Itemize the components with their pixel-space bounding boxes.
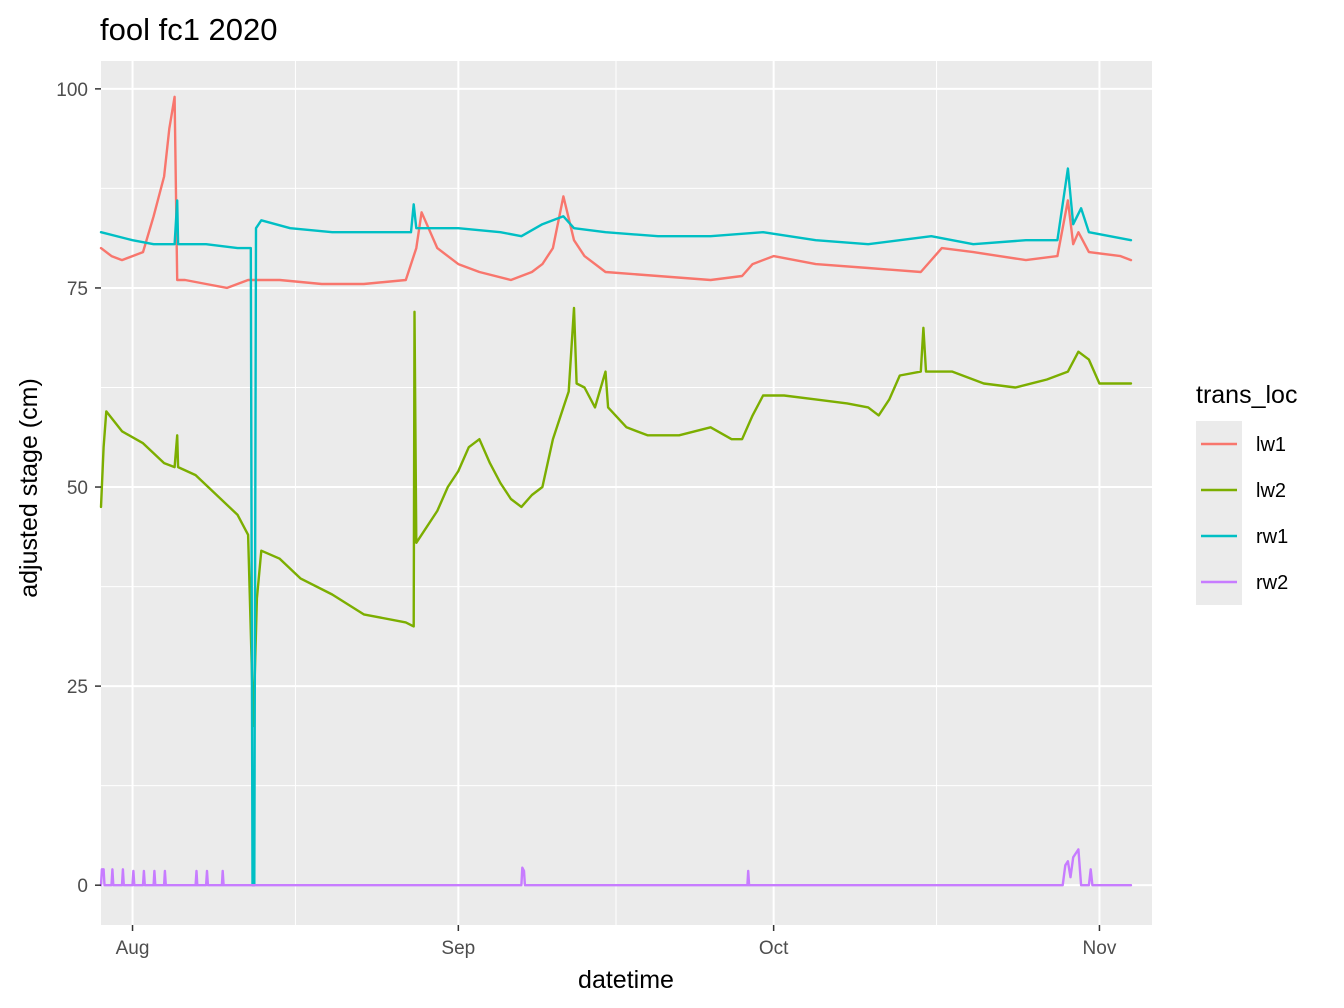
y-tick-label: 75	[67, 279, 88, 300]
y-tick-label: 100	[56, 80, 88, 101]
x-tick-label: Oct	[759, 938, 789, 959]
series-line-rw2	[99, 848, 1133, 887]
legend-items: lw1 lw2 rw1 rw2	[1196, 421, 1288, 605]
series-line-lw1	[99, 95, 1133, 290]
series-line-rw1	[99, 167, 1133, 887]
legend-title: trans_loc	[1196, 381, 1297, 409]
legend-label-rw1: rw1	[1256, 526, 1288, 548]
series-line-lw2	[99, 306, 1133, 728]
plot-panel	[101, 61, 1152, 925]
y-tick-label: 50	[67, 478, 88, 499]
y-axis-title: adjusted stage (cm)	[15, 378, 43, 598]
grid-major	[101, 61, 1152, 925]
x-tick-label: Sep	[441, 938, 475, 959]
x-tick-label: Aug	[116, 938, 150, 959]
chart-title: fool fc1 2020	[100, 12, 278, 47]
legend-label-lw2: lw2	[1256, 480, 1286, 502]
legend-label-rw2: rw2	[1256, 572, 1288, 594]
legend: trans_loc lw1 lw2 rw1 rw2	[1196, 381, 1297, 605]
x-tick-label: Nov	[1083, 938, 1117, 959]
y-tick-label: 25	[67, 677, 88, 698]
legend-label-lw1: lw1	[1256, 434, 1286, 456]
x-axis-title: datetime	[578, 966, 674, 994]
y-axis-ticks: 0 25 50 75 100	[56, 80, 101, 897]
grid-minor	[101, 61, 1152, 925]
x-axis-ticks: Aug Sep Oct Nov	[116, 925, 1117, 959]
y-tick-label: 0	[77, 876, 88, 897]
series-layer	[99, 95, 1133, 887]
